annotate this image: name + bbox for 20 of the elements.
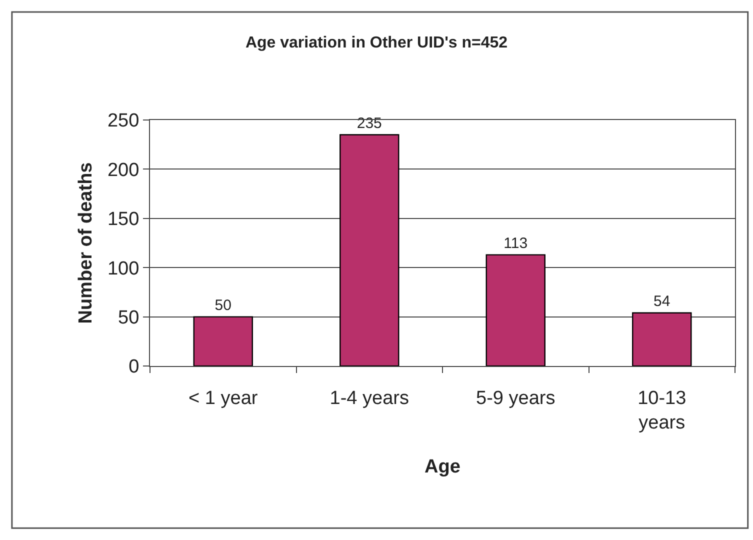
data-label: 50 [214, 296, 232, 314]
y-axis-title: Number of deaths [75, 162, 96, 324]
bar [486, 254, 546, 366]
chart-title: Age variation in Other UID's n=452 [245, 34, 508, 52]
y-tick-label: 200 [107, 160, 140, 181]
y-tick-label: 0 [128, 356, 140, 378]
data-label: 113 [504, 234, 528, 252]
x-tick-label: 10-13 years [638, 388, 686, 434]
y-tick-label: 150 [107, 209, 140, 230]
x-tick-label: < 1 year [188, 388, 258, 409]
y-tick-label: 250 [107, 110, 140, 132]
x-tick-label: 5-9 years [476, 388, 556, 409]
data-label: 54 [654, 292, 670, 310]
bar [193, 316, 253, 366]
y-tick-label: 50 [118, 307, 140, 328]
x-tick-label: 1-4 years [330, 388, 409, 409]
y-tick-label: 100 [107, 258, 140, 280]
bar [340, 134, 400, 366]
x-axis-title: Age [424, 456, 460, 478]
bar [632, 312, 692, 366]
